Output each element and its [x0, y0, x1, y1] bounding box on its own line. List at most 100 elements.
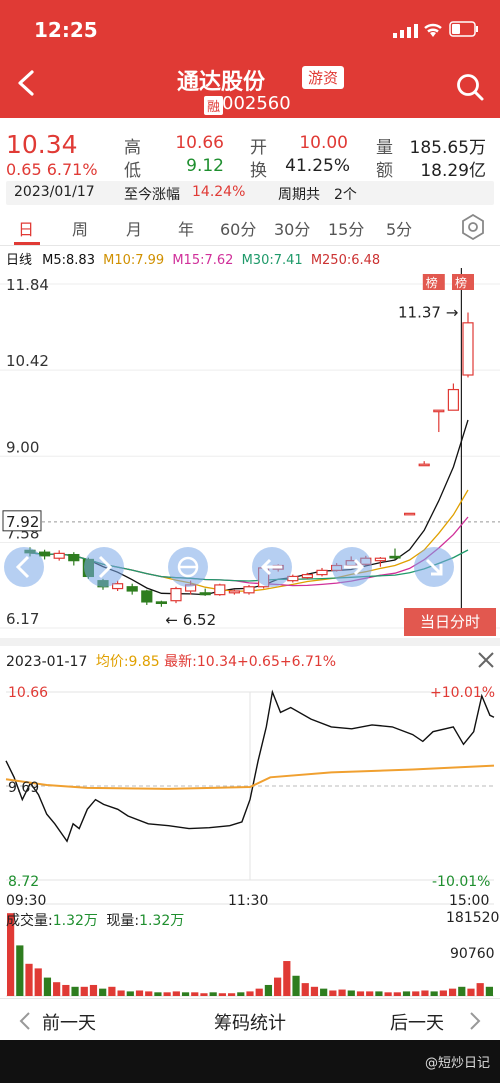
gain-value: 14.24%	[192, 184, 246, 200]
volume-bar	[71, 986, 79, 996]
tab-5min[interactable]: 5分	[386, 220, 413, 239]
volume-bar	[89, 984, 98, 996]
candle-body	[228, 590, 240, 594]
open-label: 开	[250, 138, 267, 158]
cur-vol-value: 1.32万	[139, 913, 185, 929]
volume-bar	[320, 988, 328, 996]
volume-bar	[191, 992, 199, 996]
battery-icon	[449, 21, 478, 37]
ma-legend: 日线 M5:8.83 M10:7.99 M15:7.62 M30:7.41 M2…	[6, 249, 380, 268]
avg-label: 均价:	[95, 654, 129, 670]
min-price-label: ← 6.52	[165, 611, 216, 629]
volume-bar	[99, 988, 107, 996]
turnover-label: 换	[250, 161, 267, 181]
prev-day-button[interactable]: 前一天	[42, 1013, 96, 1034]
candle-body	[360, 557, 372, 565]
stock-code: 002560	[222, 93, 291, 114]
volume-bar	[301, 983, 309, 996]
bottom-nav: 前一天 筹码统计 后一天	[0, 998, 500, 1040]
intraday-chart[interactable]	[0, 646, 500, 998]
intraday-y-low: 8.72	[8, 874, 40, 890]
cur-vol-label: 现量:	[106, 913, 140, 929]
back-arrow-icon[interactable]	[14, 70, 40, 96]
ma-m30: M30:7.41	[241, 253, 303, 268]
margin-tag: 融	[204, 96, 224, 115]
low-value: 9.12	[186, 156, 224, 176]
bang-badge-bg	[422, 274, 445, 290]
last-label: 最新:	[164, 654, 197, 670]
candle-body	[170, 587, 182, 602]
volume-bar	[80, 986, 88, 996]
period-value: 2个	[334, 187, 357, 203]
gain-label: 至今涨幅	[124, 187, 180, 203]
volume-bar	[485, 986, 493, 996]
time-end: 15:00	[449, 893, 490, 909]
candle-body	[447, 388, 459, 411]
chevron-right-icon	[470, 1012, 481, 1030]
volume-bar	[402, 991, 411, 996]
active-tab-indicator	[14, 242, 40, 245]
volume-bar	[154, 992, 162, 996]
close-icon[interactable]	[477, 651, 495, 669]
volume-bar	[458, 986, 466, 996]
system-bar: @短炒日记	[0, 1040, 500, 1083]
tab-60min[interactable]: 60分	[220, 220, 257, 239]
candle-body	[301, 574, 313, 579]
chevron-left-icon	[19, 1012, 30, 1030]
ma-m250: M250:6.48	[310, 253, 381, 268]
tab-30min[interactable]: 30分	[274, 220, 311, 239]
price-change: 0.65 6.71%	[6, 160, 98, 179]
turnover-value: 41.25%	[285, 156, 350, 176]
low-label: 低	[124, 161, 141, 181]
intraday-button[interactable]: 当日分时	[404, 608, 496, 636]
tab-week[interactable]: 周	[72, 220, 89, 239]
kline-y-label: 6.17	[6, 610, 39, 628]
candle-body	[214, 584, 226, 596]
youzi-tag[interactable]: 游资	[302, 66, 345, 89]
last-value: 10.34+0.65+6.71%	[196, 654, 337, 670]
search-icon[interactable]	[455, 72, 485, 102]
amount-value: 18.29亿	[420, 161, 486, 181]
intraday-y-mid: 9.69	[8, 780, 40, 796]
tab-day[interactable]: 日	[18, 220, 35, 239]
volume-bar	[181, 992, 190, 996]
volume-bar	[338, 989, 346, 996]
ma10-line	[29, 489, 469, 592]
intraday-pct-low: -10.01%	[432, 874, 491, 890]
tab-year[interactable]: 年	[178, 220, 195, 239]
volume-bar	[255, 988, 263, 996]
candle-body	[97, 580, 109, 588]
candle-body	[389, 555, 401, 559]
vol-axis-max: 181520	[446, 910, 500, 926]
chip-stats-label[interactable]: 筹码统计	[214, 1013, 286, 1034]
volume-bar	[310, 986, 319, 996]
volume-bar	[53, 982, 61, 996]
intraday-header: 2023-01-17 均价:9.85 最新:10.34+0.65+6.71%	[6, 651, 336, 671]
volume-bar	[430, 991, 438, 996]
volume-bar	[384, 992, 392, 996]
candle-body	[141, 590, 153, 603]
period-label: 周期共	[278, 187, 320, 203]
kline-y-label: 10.42	[6, 352, 49, 370]
volume-info: 成交量:1.32万 现量:1.32万	[6, 910, 184, 930]
kline-y-label: 9.00	[6, 438, 39, 456]
volume-bar	[209, 992, 217, 996]
current-price-box	[2, 510, 42, 532]
open-value: 10.00	[299, 133, 348, 153]
intraday-pct-high: +10.01%	[430, 685, 496, 701]
volume-value: 185.65万	[409, 138, 486, 158]
candle-body	[404, 512, 416, 516]
settings-icon[interactable]	[460, 214, 486, 240]
high-label: 高	[124, 138, 141, 158]
next-day-button[interactable]: 后一天	[390, 1013, 444, 1034]
period-tabs: 日 周 月 年 60分 30分 15分 5分	[0, 208, 500, 246]
tab-15min[interactable]: 15分	[328, 220, 365, 239]
volume-bar	[227, 993, 236, 996]
volume-bar	[7, 913, 15, 996]
amount-label: 额	[376, 161, 393, 181]
ma-m5: M5:8.83	[42, 253, 95, 268]
section-divider	[0, 638, 500, 646]
volume-bar	[347, 990, 355, 996]
tab-month[interactable]: 月	[126, 220, 143, 239]
